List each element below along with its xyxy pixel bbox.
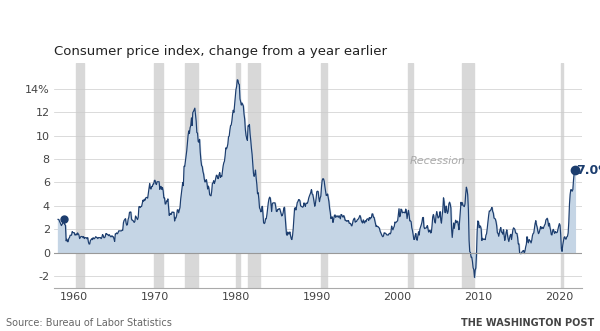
Text: Recession: Recession bbox=[410, 156, 466, 166]
Bar bbox=[154, 63, 163, 288]
Bar bbox=[236, 63, 240, 288]
Text: Consumer price index, change from a year earlier: Consumer price index, change from a year… bbox=[54, 45, 387, 58]
Text: Source: Bureau of Labor Statistics: Source: Bureau of Labor Statistics bbox=[6, 318, 172, 328]
Text: THE WASHINGTON POST: THE WASHINGTON POST bbox=[461, 318, 594, 328]
Bar bbox=[248, 63, 260, 288]
Bar bbox=[185, 63, 197, 288]
Bar bbox=[461, 63, 475, 288]
Bar bbox=[321, 63, 327, 288]
Bar bbox=[561, 63, 563, 288]
Bar bbox=[408, 63, 413, 288]
Bar bbox=[76, 63, 83, 288]
Text: 7.0%: 7.0% bbox=[576, 164, 600, 177]
